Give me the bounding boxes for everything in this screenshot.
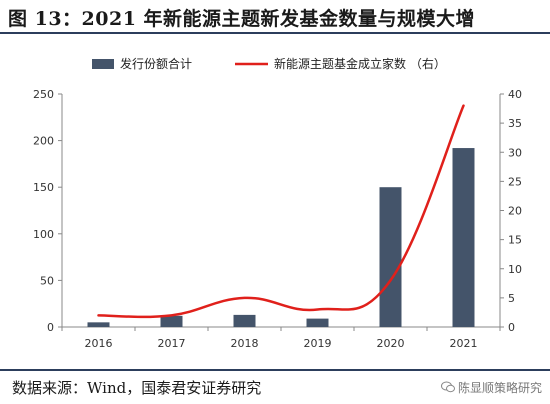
source-text: 数据来源：Wind，国泰君安证券研究	[12, 379, 262, 397]
chart-title: 图 13：2021 年新能源主题新发基金数量与规模大增	[8, 8, 476, 30]
legend-swatch-bar	[92, 59, 114, 69]
bar	[160, 315, 183, 327]
y-right-tick-label: 25	[508, 175, 522, 188]
line-series	[97, 104, 465, 319]
bar	[452, 148, 475, 327]
chart-area: 0 50 100 150 200 250 0 5 10 15 20 25 30 35 40 2016 2017 2…	[33, 56, 522, 350]
x-tick-label: 2018	[231, 337, 259, 350]
y-right-tick-label: 10	[508, 263, 522, 276]
title-bar: 图 13：2021 年新能源主题新发基金数量与规模大增	[0, 0, 550, 34]
y-right-tick-label: 40	[508, 88, 522, 101]
bar	[379, 187, 402, 327]
y-left-tick-label: 200	[33, 135, 54, 148]
watermark-text: 陈显顺策略研究	[457, 381, 542, 395]
x-tick-label: 2021	[450, 337, 478, 350]
legend-label-bar: 发行份额合计	[120, 56, 192, 71]
y-right-tick-label: 30	[508, 146, 522, 159]
y-left-tick-label: 0	[47, 321, 54, 334]
y-left-tick-label: 50	[40, 274, 54, 287]
y-right-tick-label: 5	[508, 292, 515, 305]
x-tick-label: 2016	[85, 337, 113, 350]
legend-label-line: 新能源主题基金成立家数 （右）	[274, 56, 446, 71]
y-right-tick-label: 35	[508, 117, 522, 130]
bar	[306, 318, 329, 327]
y-left-tick-label: 100	[33, 228, 54, 241]
y-left-tick-label: 150	[33, 181, 54, 194]
wechat-icon	[440, 381, 455, 393]
x-tick-label: 2017	[158, 337, 186, 350]
y-right-tick-label: 20	[508, 205, 522, 218]
x-tick-label: 2020	[377, 337, 405, 350]
source-bar: 数据来源：Wind，国泰君安证券研究 陈显顺策略研究	[0, 369, 550, 404]
bar	[233, 314, 256, 327]
y-left-tick-label: 250	[33, 88, 54, 101]
y-right-tick-label: 0	[508, 321, 515, 334]
x-tick-label: 2019	[304, 337, 332, 350]
y-right-tick-label: 15	[508, 234, 522, 247]
bar	[87, 322, 110, 327]
watermark: 陈显顺策略研究	[440, 379, 542, 396]
